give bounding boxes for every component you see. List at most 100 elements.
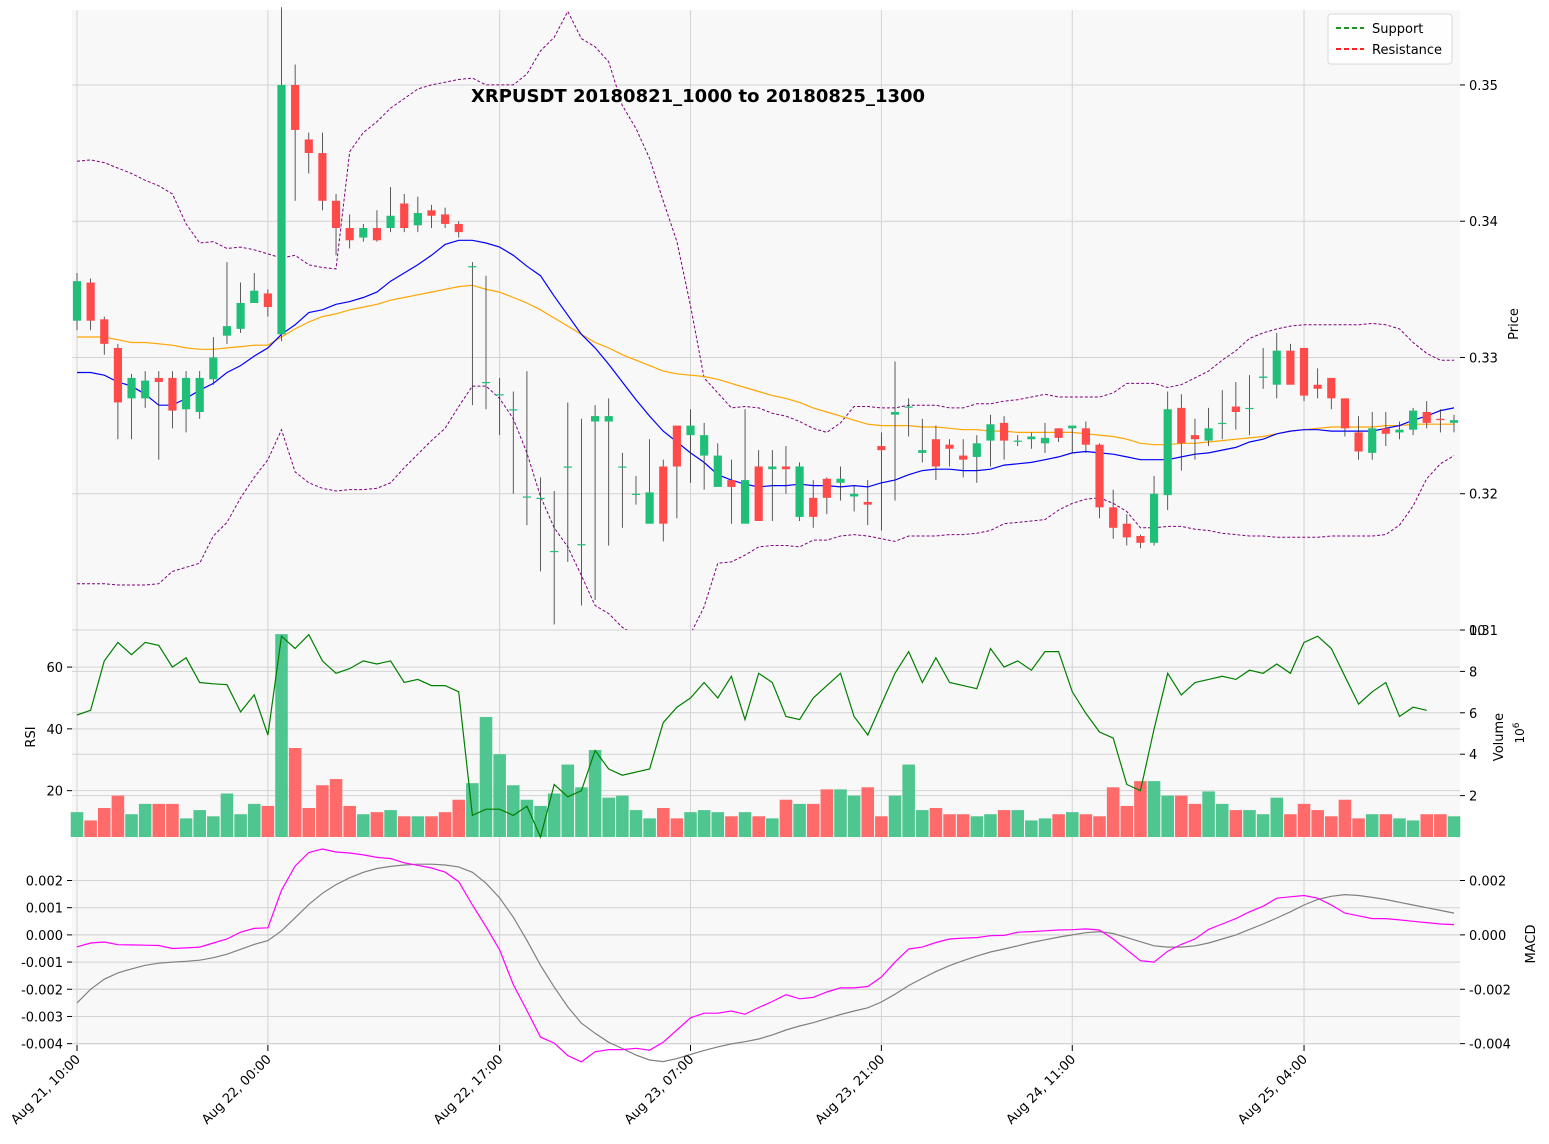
- volume-bar: [1120, 805, 1134, 837]
- volume-bar: [316, 785, 329, 837]
- candlestick: [550, 491, 559, 625]
- candle-body: [986, 424, 995, 441]
- candlestick: [577, 418, 586, 606]
- volume-bar: [1161, 795, 1174, 837]
- candle-body: [168, 377, 177, 411]
- candlestick: [645, 439, 654, 524]
- candle-body: [1054, 428, 1063, 438]
- candle-body: [372, 228, 382, 241]
- candle-body: [809, 497, 818, 517]
- candle-body: [1259, 376, 1268, 378]
- candle-body: [1149, 493, 1159, 543]
- candlestick: [1136, 534, 1145, 549]
- candle-body: [918, 450, 927, 453]
- candle-body: [441, 214, 450, 224]
- candlestick: [1068, 425, 1077, 453]
- candlestick: [904, 398, 913, 437]
- candle-body: [195, 377, 204, 412]
- candle-body: [1095, 444, 1104, 508]
- candlestick: [141, 371, 150, 408]
- candle-body: [400, 203, 409, 229]
- volume-bar: [220, 793, 234, 837]
- volume-bar: [1352, 818, 1365, 837]
- price-tick-label: 0.31: [1469, 624, 1498, 639]
- candle-body: [727, 480, 736, 487]
- volume-axis-label: Volume: [1492, 713, 1507, 761]
- candle-body: [972, 443, 981, 457]
- macd-left-tick-label: -0.002: [21, 983, 63, 998]
- candle-body: [713, 455, 722, 487]
- candle-body: [604, 416, 613, 422]
- candle-body: [1040, 437, 1050, 444]
- volume-tick-label: 6: [1469, 707, 1477, 722]
- volume-bar: [779, 799, 793, 837]
- volume-bar: [97, 808, 111, 837]
- candlestick: [822, 477, 831, 515]
- volume-bar: [861, 787, 875, 837]
- macd-left-tick-label: -0.001: [21, 956, 63, 971]
- volume-bar: [806, 803, 820, 837]
- candlestick: [127, 373, 136, 440]
- candlestick: [1231, 382, 1240, 430]
- volume-bar: [1025, 820, 1038, 837]
- candlestick: [631, 476, 641, 505]
- volume-bar: [1011, 810, 1024, 837]
- volume-bar: [452, 799, 466, 837]
- volume-bar: [752, 816, 765, 837]
- volume-bar: [207, 816, 220, 837]
- candle-body: [631, 493, 641, 495]
- candle-body: [1449, 420, 1459, 423]
- candle-body: [1327, 377, 1336, 399]
- candle-body: [659, 466, 668, 524]
- candlestick: [918, 418, 927, 463]
- volume-bar: [425, 816, 438, 837]
- candlestick: [168, 371, 177, 429]
- candle-body: [454, 223, 463, 233]
- volume-bar: [234, 814, 247, 837]
- candlestick: [1449, 414, 1459, 433]
- volume-bar: [1215, 803, 1229, 837]
- candle-body: [386, 215, 395, 229]
- candlestick: [536, 477, 545, 572]
- candle-body: [618, 466, 627, 468]
- candle-body: [686, 425, 695, 436]
- candle-body: [250, 290, 259, 303]
- candle-body: [836, 478, 845, 483]
- volume-bar: [616, 795, 629, 837]
- volume-bar: [507, 785, 520, 837]
- volume-bar: [1106, 787, 1120, 837]
- candlestick: [522, 371, 532, 526]
- volume-bar: [561, 764, 575, 837]
- volume-bar: [997, 810, 1011, 837]
- volume-bar: [1243, 810, 1256, 837]
- volume-bar: [166, 803, 179, 837]
- volume-bar: [847, 795, 861, 837]
- candle-body: [1122, 523, 1131, 538]
- candlestick: [740, 409, 750, 524]
- candle-body: [1272, 350, 1281, 385]
- candlestick: [700, 422, 709, 490]
- candlestick: [1095, 443, 1104, 519]
- candlestick: [263, 289, 272, 317]
- candlestick: [441, 207, 450, 229]
- candlestick: [454, 221, 463, 238]
- rsi-tick-label: 40: [46, 723, 63, 738]
- candle-body: [1204, 428, 1213, 441]
- candlestick: [222, 262, 232, 344]
- candlestick: [1436, 409, 1445, 433]
- candle-body: [331, 200, 341, 229]
- candle-body: [359, 228, 368, 238]
- macd-right-tick-label: -0.004: [1469, 1038, 1511, 1053]
- candle-body: [931, 439, 941, 467]
- bollinger-upper-line: [76, 10, 1454, 433]
- volume-bar: [984, 814, 997, 837]
- rsi-line-layer: [76, 633, 1427, 839]
- candle-body: [1013, 440, 1022, 442]
- price-axis-label: Price: [1507, 308, 1522, 340]
- candlestick: [1013, 435, 1022, 447]
- volume-bar: [725, 816, 738, 837]
- volume-bar: [943, 814, 956, 837]
- candle-body: [645, 492, 654, 524]
- volume-bar: [411, 816, 425, 837]
- candle-body: [100, 319, 109, 344]
